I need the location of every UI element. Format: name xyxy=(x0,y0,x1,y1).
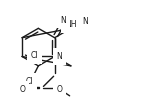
Text: N: N xyxy=(60,15,66,25)
Text: Cl: Cl xyxy=(31,51,39,60)
Text: N: N xyxy=(57,52,62,61)
Text: NH: NH xyxy=(65,20,77,29)
Text: O: O xyxy=(57,85,62,94)
Text: O: O xyxy=(20,85,25,94)
Text: Cl: Cl xyxy=(25,77,33,86)
Text: N: N xyxy=(82,17,88,26)
